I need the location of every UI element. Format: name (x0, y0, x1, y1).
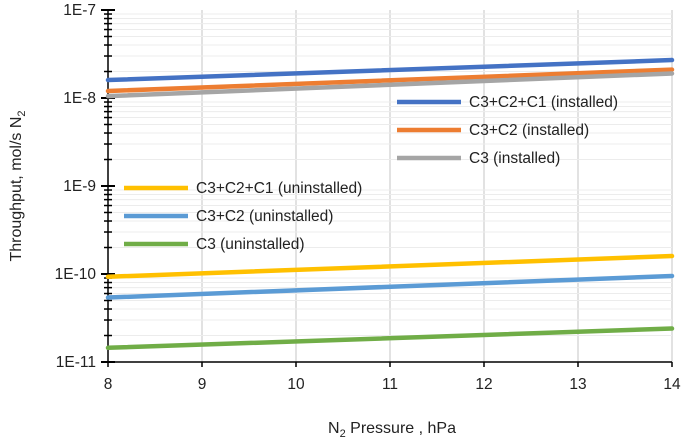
x-tick-label: 11 (382, 376, 398, 393)
x-tick-label: 14 (663, 376, 681, 393)
y-tick-label: 1E-8 (63, 90, 96, 107)
x-tick-label: 13 (569, 376, 586, 393)
series-lines (105, 57, 675, 351)
series-line-3 (105, 71, 675, 99)
legend: C3+C2+C1 (installed) C3+C2 (installed) C3 … (124, 94, 618, 253)
series-line-6 (105, 326, 675, 351)
legend-label: C3 (uninstalled) (196, 236, 305, 253)
x-axis-title: N2 Pressure , hPa (328, 420, 456, 440)
x-tick-label: 8 (104, 376, 113, 393)
series-line-2 (105, 67, 675, 94)
x-tick-label: 9 (198, 376, 207, 393)
legend-label: C3+C2+C1 (installed) (469, 94, 618, 111)
legend-label: C3+C2 (installed) (469, 122, 589, 139)
legend-label: C3+C2+C1 (uninstalled) (196, 180, 362, 197)
legend-label: C3 (installed) (469, 150, 560, 167)
series-line-5 (105, 273, 675, 300)
y-axis-title: Throughput, mol/s N2 (8, 110, 28, 261)
legend-label: C3+C2 (uninstalled) (196, 208, 333, 225)
axes (101, 9, 673, 367)
y-tick-label: 1E-10 (55, 266, 97, 283)
y-tick-label: 1E-7 (63, 2, 96, 19)
tick-labels: 1E-11 1E-10 1E-9 1E-8 1E-7 8 9 10 11 12 13 14 (55, 2, 681, 393)
series-line-1 (105, 57, 675, 83)
y-tick-label: 1E-11 (56, 354, 96, 371)
y-tick-label: 1E-9 (63, 178, 96, 195)
x-tick-label: 12 (475, 376, 492, 393)
series-line-4 (105, 253, 675, 280)
x-tick-label: 10 (287, 376, 305, 393)
